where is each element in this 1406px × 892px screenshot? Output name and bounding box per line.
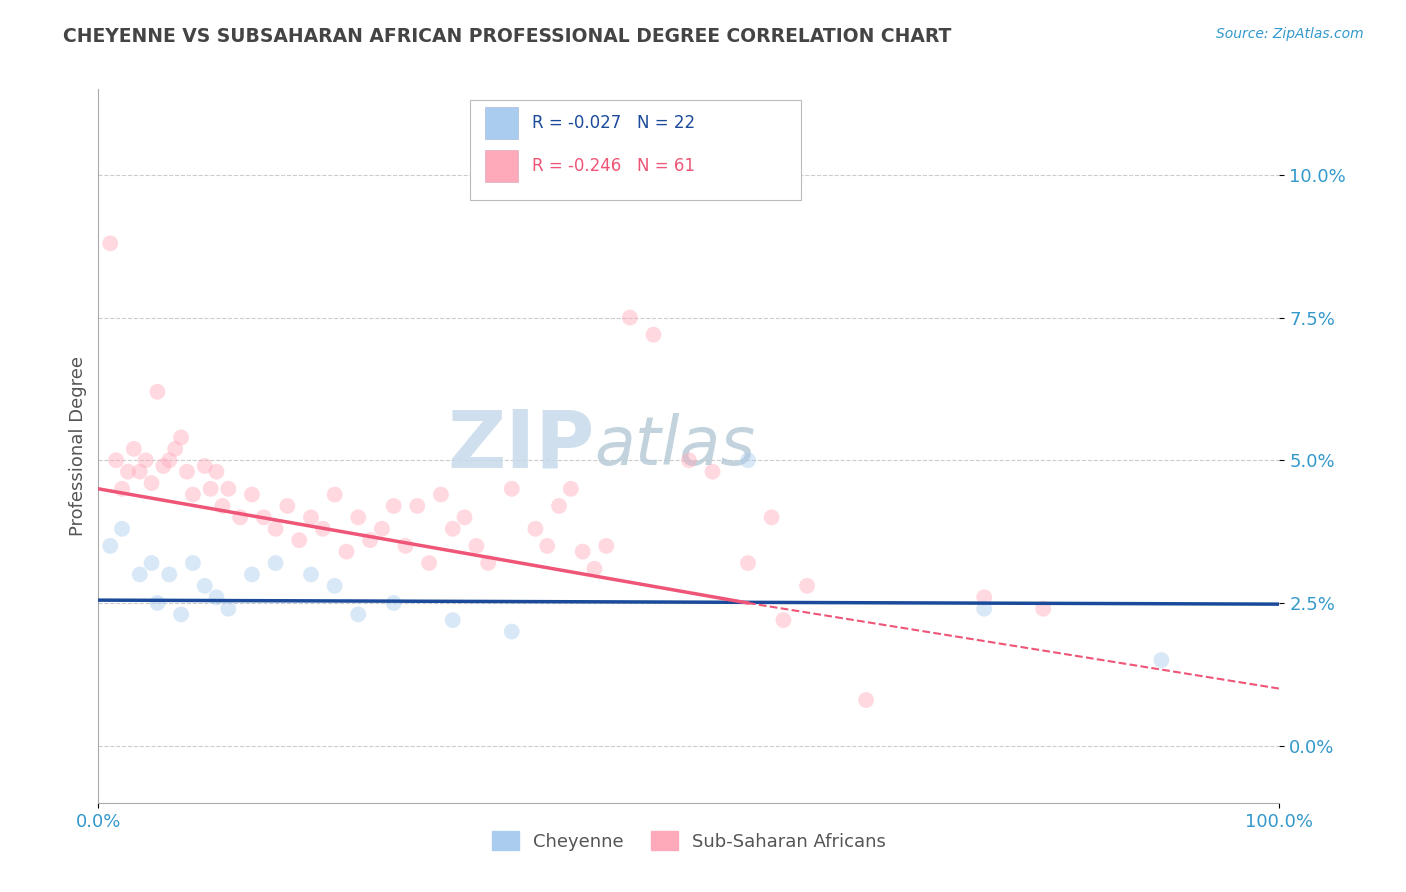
Text: Source: ZipAtlas.com: Source: ZipAtlas.com <box>1216 27 1364 41</box>
Point <box>146 596 169 610</box>
Point <box>323 579 346 593</box>
Point <box>205 465 228 479</box>
Point <box>761 510 783 524</box>
Point <box>157 453 180 467</box>
Point <box>170 430 193 444</box>
Point <box>583 562 606 576</box>
Point <box>181 556 204 570</box>
Point <box>737 453 759 467</box>
Point <box>347 607 370 622</box>
Point <box>855 693 877 707</box>
Point <box>595 539 617 553</box>
Point <box>477 556 499 570</box>
Point <box>288 533 311 548</box>
Point <box>194 458 217 473</box>
Point <box>347 510 370 524</box>
Point <box>240 487 263 501</box>
Point <box>135 453 157 467</box>
Point <box>181 487 204 501</box>
Point <box>170 607 193 622</box>
Point <box>441 522 464 536</box>
Point <box>359 533 381 548</box>
Bar <box>485 107 517 139</box>
Point <box>501 482 523 496</box>
Point <box>382 596 405 610</box>
Text: CHEYENNE VS SUBSAHARAN AFRICAN PROFESSIONAL DEGREE CORRELATION CHART: CHEYENNE VS SUBSAHARAN AFRICAN PROFESSIO… <box>63 27 952 45</box>
Point <box>796 579 818 593</box>
Point <box>276 499 298 513</box>
Point <box>418 556 440 570</box>
Point <box>217 601 239 615</box>
Point <box>619 310 641 325</box>
Point <box>465 539 488 553</box>
Point <box>702 465 724 479</box>
Point <box>323 487 346 501</box>
Point <box>122 442 145 456</box>
Point <box>772 613 794 627</box>
Point <box>105 453 128 467</box>
Point <box>382 499 405 513</box>
Point <box>1032 601 1054 615</box>
Point <box>560 482 582 496</box>
Bar <box>485 150 517 182</box>
Point <box>217 482 239 496</box>
Point <box>128 465 150 479</box>
Point <box>141 556 163 570</box>
Point <box>146 384 169 399</box>
Point <box>157 567 180 582</box>
Point <box>643 327 665 342</box>
Text: atlas: atlas <box>595 413 755 479</box>
Text: ZIP: ZIP <box>447 407 595 485</box>
Point <box>205 591 228 605</box>
Y-axis label: Professional Degree: Professional Degree <box>69 356 87 536</box>
Point <box>264 522 287 536</box>
Point <box>264 556 287 570</box>
Point <box>441 613 464 627</box>
Text: R = -0.246   N = 61: R = -0.246 N = 61 <box>531 157 695 175</box>
Legend: Cheyenne, Sub-Saharan Africans: Cheyenne, Sub-Saharan Africans <box>485 824 893 858</box>
Point <box>211 499 233 513</box>
Point <box>194 579 217 593</box>
Point <box>229 510 252 524</box>
Point <box>1150 653 1173 667</box>
Point <box>240 567 263 582</box>
Text: R = -0.027   N = 22: R = -0.027 N = 22 <box>531 114 695 132</box>
Point <box>111 482 134 496</box>
Point <box>536 539 558 553</box>
Point <box>299 567 322 582</box>
Point <box>299 510 322 524</box>
FancyBboxPatch shape <box>471 100 801 200</box>
Point <box>737 556 759 570</box>
Point <box>98 539 121 553</box>
Point <box>152 458 174 473</box>
Point <box>973 601 995 615</box>
Point <box>200 482 222 496</box>
Point <box>678 453 700 467</box>
Point <box>394 539 416 553</box>
Point <box>524 522 547 536</box>
Point <box>571 544 593 558</box>
Point <box>253 510 276 524</box>
Point <box>165 442 187 456</box>
Point <box>312 522 335 536</box>
Point <box>128 567 150 582</box>
Point <box>430 487 453 501</box>
Point <box>141 476 163 491</box>
Point <box>117 465 139 479</box>
Point <box>335 544 357 558</box>
Point <box>453 510 475 524</box>
Point <box>973 591 995 605</box>
Point <box>406 499 429 513</box>
Point <box>98 236 121 251</box>
Point <box>501 624 523 639</box>
Point <box>371 522 394 536</box>
Point <box>111 522 134 536</box>
Point <box>548 499 571 513</box>
Point <box>176 465 198 479</box>
